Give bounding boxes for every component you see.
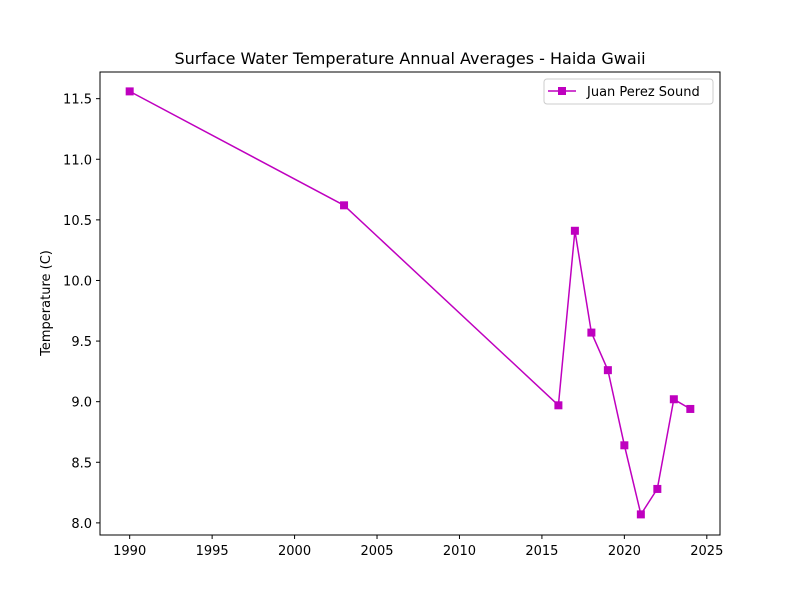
data-point-marker [636,510,645,519]
series-layer [125,87,695,519]
y-tick-label: 9.5 [71,335,92,350]
y-tick-label: 10.5 [63,214,92,229]
x-tick-label: 2000 [278,544,311,559]
legend-label-juan-perez-sound: Juan Perez Sound [586,85,700,100]
legend-box [543,78,714,105]
data-point-marker [587,328,596,337]
data-point-marker [686,404,695,413]
series-line-juan-perez-sound [129,90,691,516]
data-point-marker [340,201,349,210]
y-tick-label: 9.0 [71,396,92,411]
chart-title: Surface Water Temperature Annual Average… [174,49,645,68]
y-axis: 8.0 8.5 9.0 9.5 10.0 10.5 11.0 11.5 [63,93,100,532]
data-point-marker [125,87,134,96]
x-tick-label: 2025 [690,544,723,559]
data-point-marker [570,226,579,235]
x-tick-label: 1990 [113,544,146,559]
x-tick-label: 2015 [525,544,558,559]
y-tick-label: 8.5 [71,456,92,471]
y-tick-label: 11.5 [63,93,92,108]
data-point-marker [620,441,629,450]
y-axis-label: Temperature (C) [39,250,54,357]
data-point-marker [669,395,678,404]
x-tick-label: 2010 [443,544,476,559]
x-axis: 1990 1995 2000 2005 2010 2015 2020 2025 [113,535,723,559]
data-point-marker [554,401,563,410]
plot-area-frame [99,71,721,536]
data-point-marker [603,366,612,375]
data-point-marker [653,484,662,493]
legend: Juan Perez Sound [543,78,714,105]
y-tick-label: 11.0 [63,153,92,168]
x-tick-label: 2005 [360,544,393,559]
y-tick-label: 10.0 [63,274,92,289]
y-tick-label: 8.0 [71,517,92,532]
x-tick-label: 2020 [608,544,641,559]
legend-marker-juan-perez-sound [558,87,566,95]
x-tick-label: 1995 [196,544,229,559]
